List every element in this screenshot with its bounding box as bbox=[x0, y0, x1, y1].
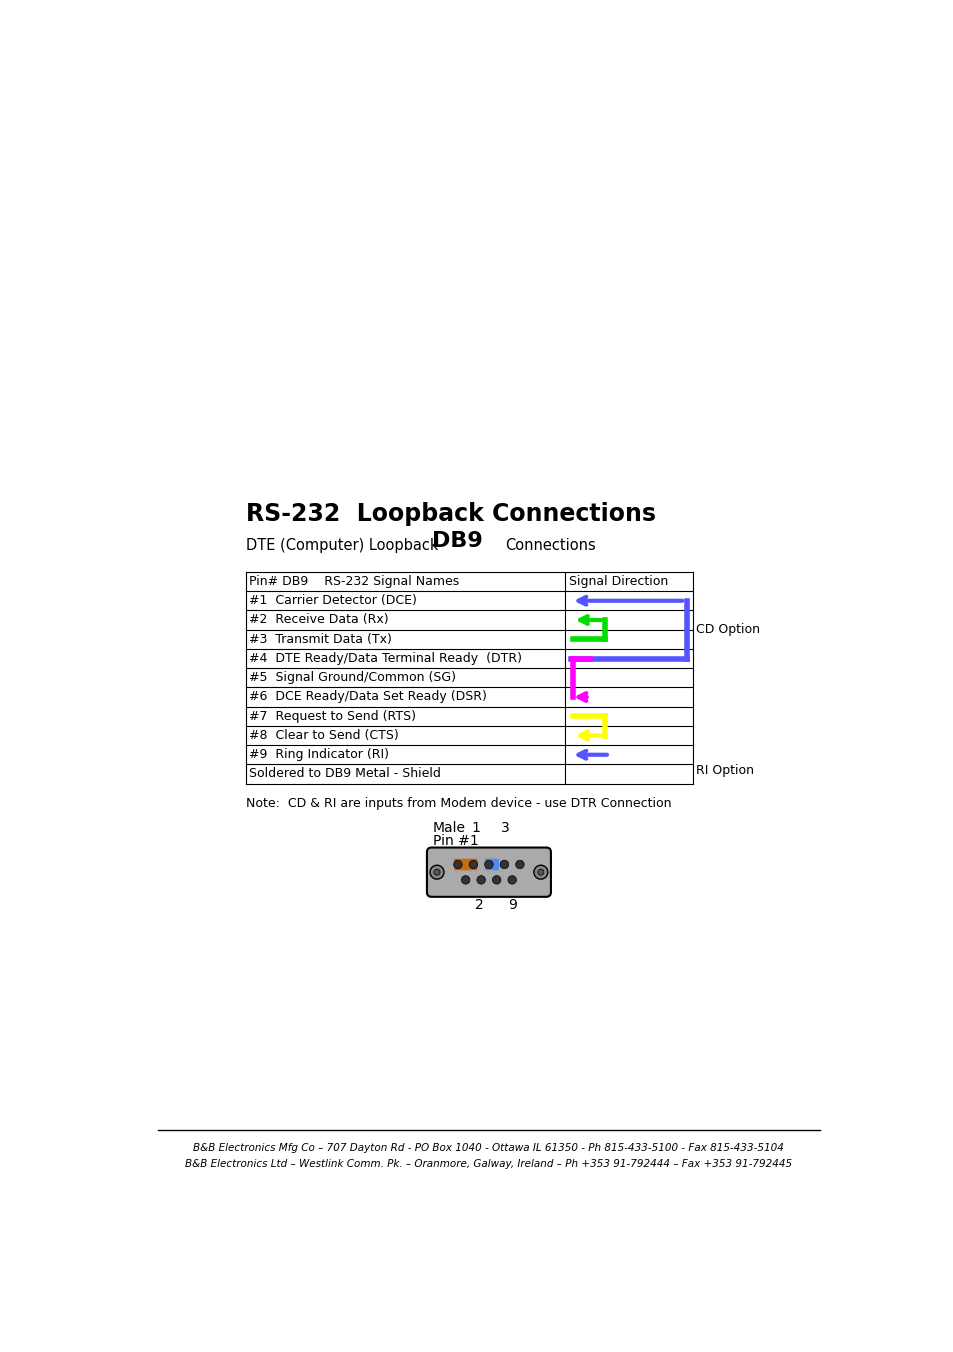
Circle shape bbox=[499, 860, 508, 869]
Text: #2  Receive Data (Rx): #2 Receive Data (Rx) bbox=[249, 614, 389, 626]
Text: #4  DTE Ready/Data Terminal Ready  (DTR): #4 DTE Ready/Data Terminal Ready (DTR) bbox=[249, 652, 522, 665]
Text: Pin# DB9    RS-232 Signal Names: Pin# DB9 RS-232 Signal Names bbox=[249, 575, 459, 588]
Text: B&B Electronics Ltd – Westlink Comm. Pk. – Oranmore, Galway, Ireland – Ph +353 9: B&B Electronics Ltd – Westlink Comm. Pk.… bbox=[185, 1159, 792, 1168]
Circle shape bbox=[537, 869, 543, 875]
Circle shape bbox=[492, 876, 500, 884]
Text: Soldered to DB9 Metal - Shield: Soldered to DB9 Metal - Shield bbox=[249, 768, 441, 780]
Text: 1: 1 bbox=[472, 821, 480, 836]
Text: DB9: DB9 bbox=[431, 531, 482, 552]
Circle shape bbox=[430, 865, 443, 879]
Text: 2: 2 bbox=[475, 898, 483, 913]
Text: Pin #1: Pin #1 bbox=[433, 834, 478, 848]
Text: 9: 9 bbox=[507, 898, 517, 913]
Text: Signal Direction: Signal Direction bbox=[568, 575, 667, 588]
Circle shape bbox=[476, 876, 485, 884]
Circle shape bbox=[516, 860, 523, 869]
Circle shape bbox=[454, 860, 461, 869]
Text: RS-232  Loopback Connections: RS-232 Loopback Connections bbox=[245, 502, 655, 526]
Text: Connections: Connections bbox=[505, 538, 596, 553]
Circle shape bbox=[469, 860, 477, 869]
Circle shape bbox=[507, 876, 516, 884]
FancyBboxPatch shape bbox=[454, 859, 476, 871]
Text: #6  DCE Ready/Data Set Ready (DSR): #6 DCE Ready/Data Set Ready (DSR) bbox=[249, 691, 487, 703]
Circle shape bbox=[461, 876, 470, 884]
FancyBboxPatch shape bbox=[484, 859, 498, 871]
Text: B&B Electronics Mfg Co – 707 Dayton Rd - PO Box 1040 - Ottawa IL 61350 - Ph 815-: B&B Electronics Mfg Co – 707 Dayton Rd -… bbox=[193, 1144, 783, 1153]
FancyBboxPatch shape bbox=[427, 848, 550, 896]
Text: #3  Transmit Data (Tx): #3 Transmit Data (Tx) bbox=[249, 633, 392, 646]
Text: 3: 3 bbox=[500, 821, 510, 836]
Text: Note:  CD & RI are inputs from Modem device - use DTR Connection: Note: CD & RI are inputs from Modem devi… bbox=[245, 798, 670, 810]
Text: #8  Clear to Send (CTS): #8 Clear to Send (CTS) bbox=[249, 729, 398, 742]
Text: RI Option: RI Option bbox=[695, 764, 753, 777]
Text: Male: Male bbox=[433, 821, 466, 836]
Text: #7  Request to Send (RTS): #7 Request to Send (RTS) bbox=[249, 710, 416, 723]
Text: #1  Carrier Detector (DCE): #1 Carrier Detector (DCE) bbox=[249, 595, 416, 607]
Circle shape bbox=[484, 860, 493, 869]
Circle shape bbox=[534, 865, 547, 879]
Text: DTE (Computer) Loopback: DTE (Computer) Loopback bbox=[245, 538, 437, 553]
Circle shape bbox=[434, 869, 439, 875]
Text: CD Option: CD Option bbox=[695, 623, 759, 637]
Text: #5  Signal Ground/Common (SG): #5 Signal Ground/Common (SG) bbox=[249, 671, 456, 684]
Text: #9  Ring Indicator (RI): #9 Ring Indicator (RI) bbox=[249, 748, 389, 761]
